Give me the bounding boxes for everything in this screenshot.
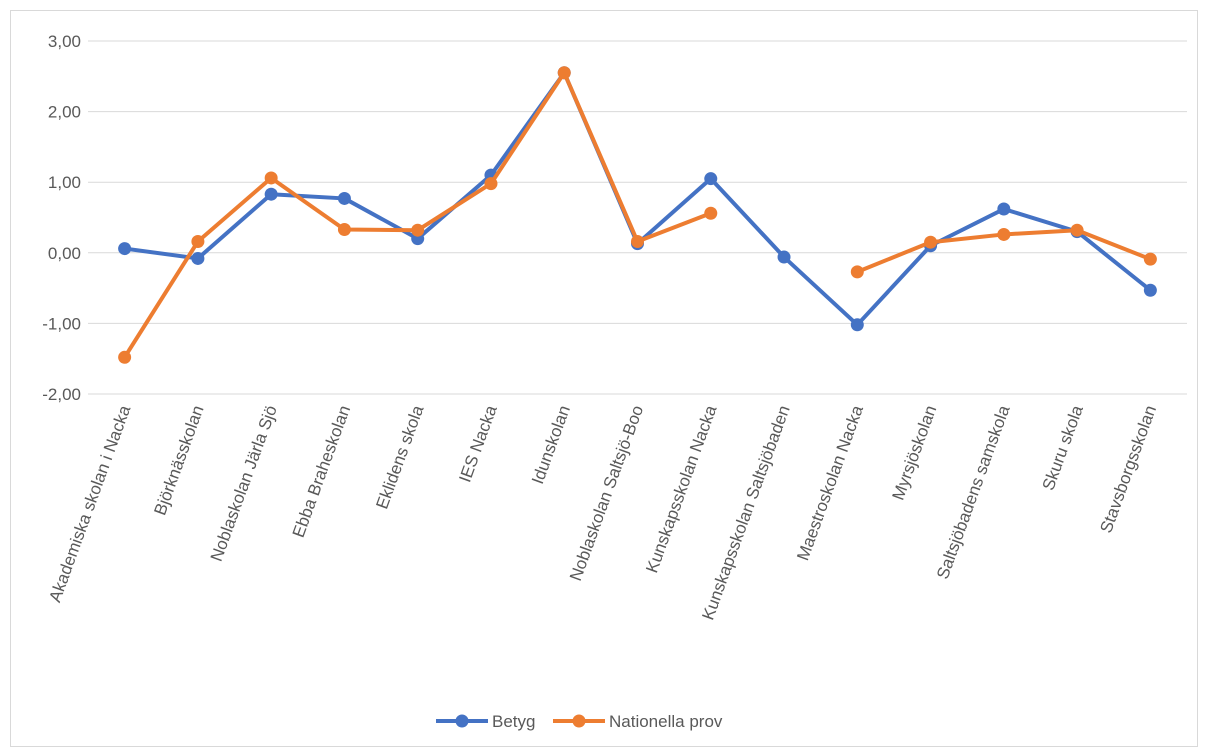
x-category-label: Saltsjöbadens samskola	[933, 402, 1014, 581]
data-point	[337, 223, 351, 237]
y-tick-label: -1,00	[42, 314, 81, 333]
series-line	[122, 70, 713, 360]
data-point	[704, 172, 718, 186]
x-category-label: Kunskapsskolan Nacka	[642, 402, 720, 575]
y-tick-label: 1,00	[48, 173, 81, 192]
data-point	[337, 191, 351, 205]
data-point	[1070, 223, 1084, 237]
x-category-label: Akademiska skolan i Nacka	[45, 402, 134, 604]
x-category-label: Idunskolan	[528, 403, 574, 487]
legend-swatch-marker	[455, 714, 469, 728]
data-point	[850, 318, 864, 332]
x-axis-categories: Akademiska skolan i Nacka Björknässkolan N…	[45, 402, 1160, 622]
x-category-label: Maestroskolan Nacka	[793, 402, 867, 563]
data-point	[191, 235, 205, 249]
x-category-label: Noblaskolan Järla Sjö	[207, 403, 281, 564]
series-line	[122, 70, 1153, 327]
data-point	[1143, 283, 1157, 297]
series-0	[118, 66, 1157, 332]
y-tick-label: 0,00	[48, 244, 81, 263]
data-point	[704, 206, 718, 220]
data-point	[557, 66, 571, 80]
y-tick-label: 2,00	[48, 103, 81, 122]
legend-swatch-marker	[572, 714, 586, 728]
legend-label: Nationella prov	[609, 712, 723, 731]
legend: Betyg Nationella prov	[436, 712, 723, 731]
x-category-label: Björknässkolan	[150, 403, 207, 518]
data-point	[264, 171, 278, 185]
legend-item: Betyg	[436, 712, 535, 731]
data-point	[997, 227, 1011, 241]
data-point	[631, 235, 644, 249]
line-chart: 3,00 2,00 1,00 0,00 -1,00 -2,00 Akademiska sk…	[42, 32, 1187, 731]
x-category-label: Eklidens skola	[372, 402, 427, 511]
chart-area: 3,00 2,00 1,00 0,00 -1,00 -2,00 Akademiska sk…	[10, 10, 1198, 747]
data-point	[191, 251, 205, 265]
data-point	[1143, 252, 1157, 266]
legend-label: Betyg	[492, 712, 535, 731]
gridlines	[88, 40, 1187, 395]
x-category-label: Noblaskolan Saltsjö-Boo	[566, 403, 647, 584]
series-1	[118, 66, 1157, 364]
y-tick-label: 3,00	[48, 32, 81, 51]
data-point	[850, 265, 864, 279]
x-category-label: Kunskapsskolan Saltsjöbaden	[698, 403, 793, 623]
y-tick-label: -2,00	[42, 385, 81, 404]
x-category-label: IES Nacka	[455, 402, 501, 484]
data-point	[924, 235, 938, 249]
data-point	[264, 187, 278, 201]
data-point	[997, 202, 1011, 216]
legend-item: Nationella prov	[553, 712, 723, 731]
x-category-label: Ebba Braheskolan	[289, 403, 354, 540]
data-point	[118, 350, 132, 364]
y-axis-ticks: 3,00 2,00 1,00 0,00 -1,00 -2,00	[42, 32, 81, 404]
x-category-label: Skuru skola	[1039, 402, 1087, 492]
x-category-label: Stavsborgsskolan	[1096, 403, 1160, 536]
data-point	[411, 223, 425, 237]
data-point	[484, 177, 498, 191]
series-lines	[118, 66, 1157, 364]
x-category-label: Myrsjöskolan	[889, 403, 941, 503]
data-point	[118, 242, 132, 256]
data-point	[777, 250, 791, 264]
